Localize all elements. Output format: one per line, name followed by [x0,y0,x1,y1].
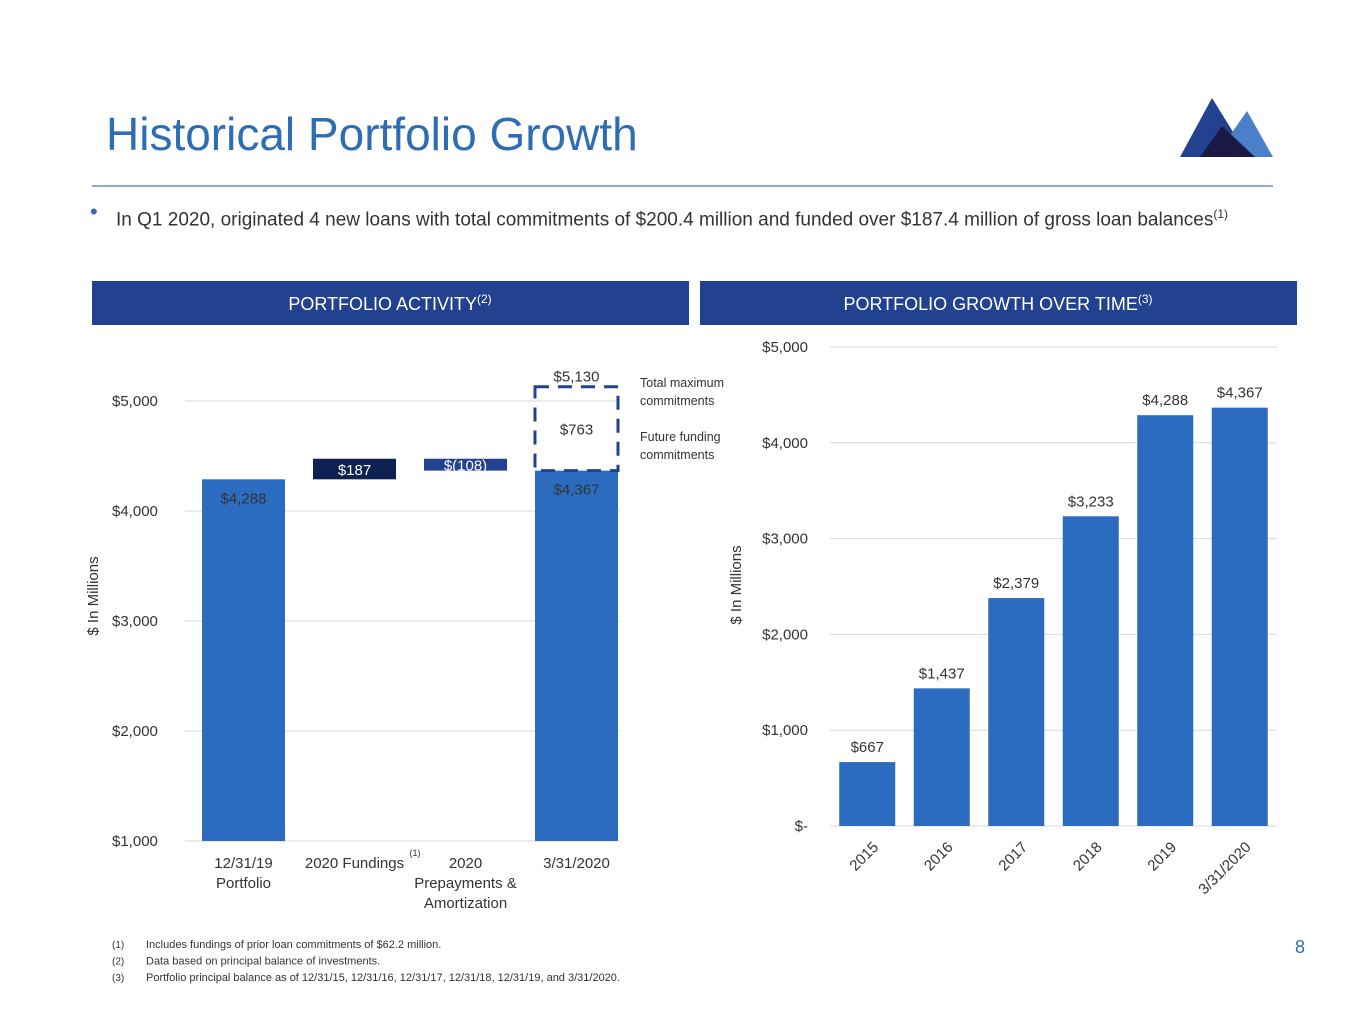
y-tick-label: $3,000 [112,613,158,630]
y-tick-label: $- [795,818,808,835]
y-tick-label: $4,000 [112,503,158,520]
value-label: $763 [560,422,593,439]
y-tick-label: $2,000 [762,626,808,643]
value-label: $667 [851,739,884,756]
bar [839,762,896,826]
chart-title-text: PORTFOLIO GROWTH OVER TIME [843,294,1137,314]
y-tick-label: $4,000 [762,435,808,452]
bar [535,470,618,841]
chart-title: PORTFOLIO GROWTH OVER TIME(3) [843,292,1152,314]
annotation-line: commitments [640,394,714,408]
value-label: $3,233 [1068,493,1114,510]
y-tick-label: $5,000 [112,393,158,410]
footnote-marker: (2) [112,957,124,968]
x-tick-line: 2020 Fundings [305,855,404,872]
chart-title-note: (2) [477,292,492,306]
bar [988,598,1045,826]
logo [1180,98,1273,157]
y-tick-label: $5,000 [762,339,808,356]
bullet-body: In Q1 2020, originated 4 new loans with … [116,209,1214,231]
value-label: $4,367 [1217,385,1263,402]
x-tick-line: Amortization [424,895,507,912]
x-tick-label: 2019 [1144,839,1180,875]
page-number: 8 [1295,937,1305,957]
header-bar [92,281,689,325]
x-tick-line: Prepayments & [414,875,517,892]
value-label: $4,367 [554,482,600,499]
x-tick-label: 3/31/2020 [543,855,610,872]
bullet-note: (1) [1213,207,1229,221]
value-label: $187 [338,462,371,479]
chart-title-note: (3) [1138,292,1153,306]
bar [1211,407,1268,826]
footnote-marker: (1) [112,940,124,951]
value-label: $4,288 [221,490,267,507]
x-tick-label: 2016 [921,839,957,875]
x-tick-label: 2020 Prepayments & Amortization [414,855,517,912]
slide-title: Historical Portfolio Growth [106,108,638,160]
y-tick-label: $3,000 [762,531,808,548]
x-tick-label: 2017 [995,839,1031,875]
bar [1062,516,1119,826]
annotation: Total maximum commitments [640,376,724,408]
future-commitments [533,385,620,473]
y-axis-title: $ In Millions [85,556,102,635]
x-tick-label: 2015 [846,839,882,875]
x-tick-note: (1) [410,848,421,858]
bullet-text: In Q1 2020, originated 4 new loans with … [116,200,1266,234]
value-label: $(108) [444,458,487,475]
x-tick-line: 3/31/2020 [543,855,610,872]
bar [424,458,507,471]
y-tick-label: $2,000 [112,723,158,740]
footnote-text: Includes fundings of prior loan commitme… [146,939,441,951]
value-label: $5,130 [554,369,600,386]
y-tick-label: $1,000 [762,722,808,739]
x-tick-label: 2018 [1070,839,1106,875]
footnote-text: Portfolio principal balance as of 12/31/… [146,972,620,984]
value-label: $2,379 [993,575,1039,592]
x-tick-line: Portfolio [216,875,271,892]
x-tick-label: 12/31/19 Portfolio [214,855,272,892]
annotation-line: Future funding [640,430,721,444]
bar [202,479,285,841]
annotation: Future funding commitments [640,430,721,462]
x-tick-label: 2020 Fundings [305,855,404,872]
annotation-line: commitments [640,448,714,462]
bar [913,688,970,826]
header-bar [700,281,1297,325]
footnote-marker: (3) [112,973,124,984]
value-label: $1,437 [919,665,965,682]
bullet-marker: • [90,199,98,224]
bar [313,458,396,480]
annotation-line: Total maximum [640,376,724,390]
chart-title-text: PORTFOLIO ACTIVITY [288,294,477,314]
chart-title: PORTFOLIO ACTIVITY(2) [288,292,491,314]
x-tick-line: 12/31/19 [214,855,272,872]
x-tick-line: 2020 [449,855,482,872]
value-label: $4,288 [1142,392,1188,409]
y-tick-label: $1,000 [112,833,158,850]
x-tick-label: 3/31/2020 [1195,839,1254,898]
bar [1137,415,1194,826]
y-axis-title: $ In Millions [728,545,745,624]
footnote-text: Data based on principal balance of inves… [146,956,380,968]
